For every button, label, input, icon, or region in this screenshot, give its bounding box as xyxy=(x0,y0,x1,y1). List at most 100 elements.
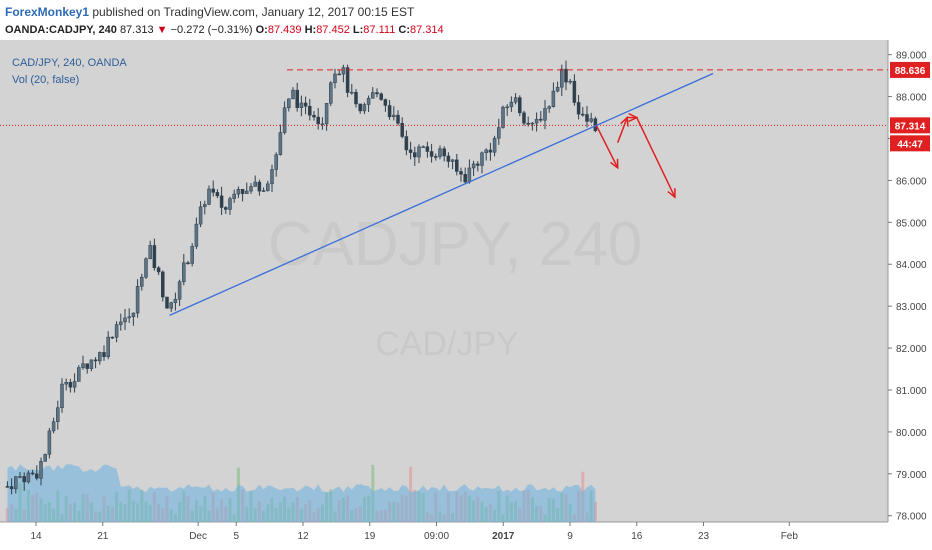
candle-body xyxy=(509,101,514,108)
watermark-symbol: CADJPY, 240 xyxy=(268,210,643,279)
candle-body xyxy=(228,198,232,210)
y-tick-label: 84.000 xyxy=(896,260,927,271)
candle-body xyxy=(140,276,144,287)
y-tick-label: 81.000 xyxy=(896,386,927,397)
candle-body xyxy=(287,98,291,109)
open-value: 87.439 xyxy=(267,24,302,36)
candle-body xyxy=(173,299,178,303)
candle-body xyxy=(576,102,581,115)
published-text: published on TradingView.com, January 12… xyxy=(92,5,415,19)
candle-body xyxy=(295,89,299,108)
countdown-tag-bg xyxy=(890,135,930,152)
projection-arrowhead xyxy=(610,158,619,170)
candle-body xyxy=(131,312,136,318)
resistance-price-tag: 88.636 xyxy=(895,66,926,77)
candle-body xyxy=(354,91,358,105)
candle-body xyxy=(127,316,131,319)
down-arrow-icon: ▼ xyxy=(156,24,168,36)
y-tick-label: 89.000 xyxy=(896,51,927,62)
candle-body xyxy=(421,146,425,148)
volume-layer xyxy=(5,464,597,522)
x-tick-label: 21 xyxy=(97,531,109,542)
candle-body xyxy=(492,137,497,153)
candle-body xyxy=(543,108,547,121)
candle-body xyxy=(253,181,257,187)
candle-body xyxy=(190,246,194,264)
candle-body xyxy=(249,186,253,192)
y-tick-label: 85.000 xyxy=(896,218,927,229)
candle-body xyxy=(320,123,325,126)
candle-body xyxy=(316,116,320,125)
candle-body xyxy=(463,174,467,183)
candle-body xyxy=(455,159,459,172)
candle-body xyxy=(85,363,89,369)
candle-body xyxy=(484,149,488,154)
candle-body xyxy=(526,122,530,125)
candle-body xyxy=(480,152,484,166)
candle-body xyxy=(270,169,274,185)
candle-body xyxy=(324,103,329,125)
candle-body xyxy=(102,352,106,357)
candle-body xyxy=(266,183,270,191)
publication-line: ForexMonkey1 published on TradingView.co… xyxy=(5,5,414,19)
y-tick-label: 79.000 xyxy=(896,470,927,481)
candle-body xyxy=(35,473,39,479)
candle-body xyxy=(446,155,451,162)
candle-body xyxy=(219,195,224,208)
candle-body xyxy=(518,97,522,114)
watermark-pair: CAD/JPY xyxy=(375,325,519,363)
x-tick-label: 16 xyxy=(631,531,643,542)
candle-body xyxy=(345,67,350,93)
candle-body xyxy=(165,296,169,309)
candle-body xyxy=(26,472,31,483)
candle-body xyxy=(81,363,85,368)
price-chart[interactable]: CADJPY, 240 CAD/JPY 89.00088.00087.00086… xyxy=(0,40,932,550)
candle-body xyxy=(303,102,308,107)
candle-body xyxy=(341,67,346,75)
candle-body xyxy=(429,151,434,157)
close-label: C: xyxy=(398,24,410,36)
last-price: 87.313 xyxy=(119,24,154,36)
candle-body xyxy=(450,159,455,162)
candle-body xyxy=(539,118,543,121)
candle-body xyxy=(5,486,10,488)
overlay-layer xyxy=(0,69,888,316)
low-label: L: xyxy=(352,24,364,36)
candle-body xyxy=(215,192,220,197)
candle-body xyxy=(337,73,341,76)
candle-body xyxy=(93,359,98,362)
candle-body xyxy=(308,106,312,116)
candle-body xyxy=(383,99,388,106)
y-tick-label: 80.000 xyxy=(896,428,927,439)
candle-body xyxy=(198,206,203,225)
low-value: 87.111 xyxy=(363,24,396,36)
candle-body xyxy=(232,193,236,199)
candle-body xyxy=(56,407,60,422)
candle-body xyxy=(497,127,501,139)
candle-body xyxy=(123,317,127,323)
candle-body xyxy=(278,132,283,155)
candle-body xyxy=(434,156,438,158)
quote-line: OANDA:CADJPY, 240 87.313 ▼ −0.272 (−0.31… xyxy=(5,24,444,36)
author-name[interactable]: ForexMonkey1 xyxy=(5,5,90,19)
candle-body xyxy=(114,324,119,338)
candle-body xyxy=(396,114,400,124)
projection-arrow xyxy=(636,117,676,198)
candle-body xyxy=(236,189,241,195)
candle-body xyxy=(581,113,585,116)
candle-layer xyxy=(5,60,598,495)
x-tick-label: 12 xyxy=(297,531,309,542)
candle-body xyxy=(589,118,593,122)
x-tick-label: Feb xyxy=(781,531,799,542)
candle-body xyxy=(564,68,568,83)
projection-arrow xyxy=(595,125,619,169)
candle-body xyxy=(152,245,157,269)
plot-background xyxy=(0,40,888,522)
candle-body xyxy=(47,430,52,455)
candle-body xyxy=(72,381,77,388)
candle-body xyxy=(568,80,572,83)
x-tick-label: 14 xyxy=(30,531,42,542)
candle-body xyxy=(501,106,505,128)
candle-body xyxy=(522,112,526,124)
candle-body xyxy=(366,97,371,105)
